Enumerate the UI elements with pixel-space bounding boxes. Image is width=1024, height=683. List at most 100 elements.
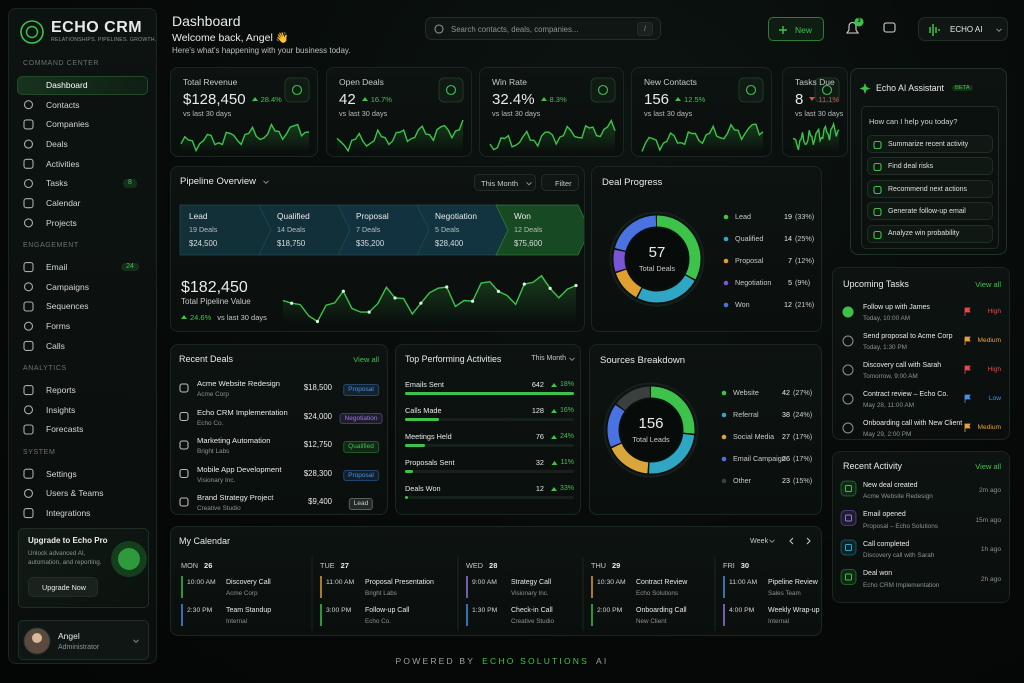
- event-title[interactable]: Follow-up Call: [365, 606, 410, 614]
- user-card[interactable]: Angel Administrator: [18, 620, 149, 660]
- activity-icon: [845, 514, 852, 522]
- assistant-action-label[interactable]: Find deal risks: [888, 163, 934, 171]
- event-title[interactable]: Weekly Wrap-up: [768, 606, 820, 614]
- event-title[interactable]: Onboarding Call: [636, 606, 687, 614]
- view-all-link[interactable]: View all: [975, 461, 1001, 471]
- sparkline-dot: [367, 310, 371, 314]
- nav-item[interactable]: Tasks: [46, 178, 68, 189]
- period-dropdown-label[interactable]: This Month: [481, 179, 519, 188]
- activity-title: Email opened: [863, 511, 906, 519]
- progress-bar: [405, 444, 425, 447]
- nav-item[interactable]: Sequences: [46, 301, 89, 312]
- event-title[interactable]: Check-in Call: [511, 606, 553, 614]
- activity-icon-box: [840, 480, 857, 497]
- nav-item[interactable]: Forms: [46, 321, 71, 332]
- echo-ai-label[interactable]: ECHO AI: [950, 25, 983, 35]
- assistant-action-label[interactable]: Generate follow-up email: [888, 207, 966, 215]
- event-time: 2:30 PM: [187, 606, 213, 614]
- task-title[interactable]: Send proposal to Acme Corp: [863, 332, 953, 340]
- event-title[interactable]: Pipeline Review: [768, 578, 818, 586]
- task-title[interactable]: Contract review – Echo Co.: [863, 390, 949, 398]
- graphics: [526, 181, 532, 186]
- nav-item[interactable]: Calendar: [46, 198, 81, 209]
- graphics: [180, 77, 310, 153]
- legend-label: Social Media: [733, 431, 775, 441]
- graphics: [929, 24, 1002, 36]
- nav-item[interactable]: Companies: [46, 119, 89, 130]
- icon: [179, 468, 189, 479]
- period-dropdown-label[interactable]: This Month: [531, 354, 566, 362]
- nav-section-title: ENGAGEMENT: [23, 241, 79, 249]
- legend-share: (24%): [793, 409, 813, 419]
- upgrade-button-label[interactable]: Upgrade Now: [42, 582, 86, 592]
- assistant-action-label[interactable]: Analyze win probability: [888, 230, 960, 238]
- view-all-link[interactable]: View all: [353, 354, 379, 364]
- nav-item[interactable]: Dashboard: [46, 79, 88, 90]
- assistant-action[interactable]: Find deal risks: [867, 157, 993, 176]
- task-title[interactable]: Discovery call with Sarah: [863, 361, 942, 369]
- deal-stage-badge: Lead: [348, 498, 374, 510]
- event-title[interactable]: Discovery Call: [226, 578, 271, 586]
- graphics: [23, 627, 139, 655]
- nav-item[interactable]: Settings: [46, 468, 77, 479]
- priority-flag: [964, 365, 971, 374]
- activity-icon-box: [840, 539, 857, 556]
- assistant-action-label[interactable]: Summarize recent activity: [888, 140, 969, 148]
- nav-item[interactable]: Reports: [46, 385, 76, 395]
- period-dropdown[interactable]: This Month: [474, 174, 536, 191]
- event-title[interactable]: Strategy Call: [511, 578, 552, 586]
- nav-item[interactable]: Campaigns: [46, 281, 89, 292]
- assistant-action[interactable]: Recommend next actions: [867, 179, 993, 198]
- legend-value: 23: [782, 475, 790, 485]
- legend-swatch: [723, 302, 729, 308]
- nav-item[interactable]: Deals: [46, 139, 68, 149]
- nav-item[interactable]: Contacts: [46, 99, 80, 110]
- kpi-value: $128,450: [183, 90, 246, 108]
- task-title[interactable]: Follow up with James: [863, 303, 930, 311]
- new-button-label[interactable]: New: [795, 24, 813, 35]
- assistant-action-label[interactable]: Recommend next actions: [888, 185, 967, 193]
- echo-ai-button[interactable]: ECHO AI: [918, 17, 1008, 41]
- nav-item[interactable]: Users & Teams: [46, 488, 104, 499]
- nav-item[interactable]: Calls: [46, 340, 65, 351]
- stage-amount: $24,500: [189, 239, 218, 249]
- pipeline-panel: Pipeline Overview This Month Filter Lead 19 …: [170, 166, 585, 332]
- trend-arrow: [809, 97, 816, 101]
- nav-item[interactable]: Integrations: [46, 508, 91, 518]
- assistant-action[interactable]: Analyze win probability: [867, 224, 993, 243]
- upgrade-button[interactable]: Upgrade Now: [28, 577, 98, 597]
- assistant-action[interactable]: Summarize recent activity: [867, 135, 993, 153]
- kpi-card: Total Revenue $128,450 28.4% vs last 30 day…: [170, 67, 318, 157]
- icon: [291, 84, 303, 96]
- progress-track: [405, 444, 574, 447]
- task-title[interactable]: Onboarding call with New Client: [863, 419, 963, 427]
- panel-title: My Calendar: [179, 535, 231, 546]
- filter-label[interactable]: Filter: [555, 179, 572, 188]
- nav-item[interactable]: Email: [46, 262, 68, 272]
- nav-item[interactable]: Forecasts: [46, 424, 84, 435]
- new-button[interactable]: New: [768, 17, 824, 41]
- event-title[interactable]: Contract Review: [636, 578, 688, 586]
- view-dropdown-label[interactable]: Week: [750, 535, 769, 545]
- graphics: [873, 163, 882, 172]
- stage-deals: 5 Deals: [435, 224, 460, 234]
- assistant-action[interactable]: Generate follow-up email: [867, 202, 993, 221]
- nav-item[interactable]: Projects: [46, 217, 77, 228]
- donut-segment: [607, 386, 695, 474]
- sparkline: [336, 119, 464, 153]
- deal-name: Marketing Automation: [197, 436, 271, 446]
- kpi-label: Open Deals: [339, 76, 384, 87]
- task-priority: High: [987, 308, 1001, 316]
- search-placeholder[interactable]: Search contacts, deals, companies...: [451, 24, 579, 34]
- legend-value: 38: [782, 409, 790, 419]
- filter-button[interactable]: Filter: [541, 174, 579, 191]
- kpi-change: 12.5%: [684, 94, 706, 104]
- task-check: [842, 306, 854, 318]
- nav-item[interactable]: Insights: [46, 404, 76, 415]
- event-title[interactable]: Team Standup: [226, 606, 272, 614]
- view-all-link[interactable]: View all: [975, 279, 1001, 289]
- stage-name: Won: [514, 211, 531, 222]
- search-box[interactable]: Search contacts, deals, companies... /: [425, 17, 661, 40]
- nav-item[interactable]: Activities: [46, 158, 80, 169]
- event-title[interactable]: Proposal Presentation: [365, 578, 434, 586]
